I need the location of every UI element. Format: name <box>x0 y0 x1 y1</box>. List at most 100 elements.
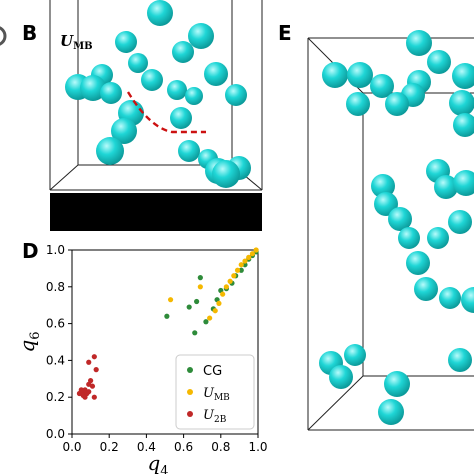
particle-sphere <box>225 84 247 106</box>
data-point-u2b <box>88 378 94 384</box>
particle-sphere <box>212 160 240 188</box>
particle-sphere <box>452 63 474 89</box>
particle-sphere <box>147 0 173 26</box>
particle-sphere <box>111 118 137 144</box>
particle-sphere <box>461 287 474 313</box>
y-tick-label: 1.0 <box>46 243 65 257</box>
particle-sphere <box>347 62 373 88</box>
data-point-cg <box>242 262 248 268</box>
dashed-interface-curve <box>126 91 206 134</box>
particle-sphere <box>434 175 458 199</box>
particle-sphere <box>115 31 137 53</box>
particle-sphere <box>388 207 412 231</box>
particle-sphere <box>141 69 163 91</box>
particle-sphere <box>378 399 404 425</box>
data-point-umb <box>249 251 256 257</box>
y-axis-label: q6 <box>15 331 43 352</box>
particle-sphere <box>374 192 398 216</box>
legend-label-u2b: U2B <box>203 408 227 425</box>
data-point-u2b <box>91 354 97 360</box>
panel-e-letter: E <box>278 21 292 45</box>
data-point-u2b <box>78 387 84 393</box>
data-point-umb <box>223 284 229 290</box>
data-point-u2b <box>86 389 92 395</box>
data-point-umb <box>197 284 203 290</box>
x-tick-label: 0.8 <box>211 440 230 454</box>
x-axis-label: q4 <box>147 451 168 474</box>
particle-sphere <box>453 170 474 196</box>
data-point-umb <box>227 278 233 284</box>
particle-sphere <box>204 62 228 86</box>
particle-sphere <box>453 113 474 137</box>
panel-d: D 0.0 0.2 0.4 0.6 0.8 1.0 0.0 0.2 0.4 0.6 0.8 1.0 q… <box>15 239 268 474</box>
redacted-black-bar <box>50 193 262 231</box>
data-point-u2b <box>82 394 88 400</box>
y-tick-label: 0.2 <box>46 390 65 404</box>
panel-d-letter: D <box>22 239 39 263</box>
data-point-umb <box>234 267 241 273</box>
particle-sphere <box>370 74 394 98</box>
particle-sphere <box>406 30 432 56</box>
particle-sphere <box>346 92 370 116</box>
data-point-umb <box>246 254 252 260</box>
y-tick-label: 0.4 <box>46 353 65 367</box>
panel-e-particles <box>319 30 474 425</box>
data-point-umb <box>216 300 222 306</box>
chart-ticks: 0.0 0.2 0.4 0.6 0.8 1.0 0.0 0.2 0.4 0.6 0.8 1.0 <box>46 243 268 454</box>
chart-points <box>76 247 259 400</box>
legend-label-umb: UMB <box>203 386 230 403</box>
data-point-cg <box>203 319 209 325</box>
x-tick-label: 0.4 <box>137 440 156 454</box>
data-point-u2b <box>89 383 96 389</box>
particle-sphere <box>448 348 472 372</box>
data-point-u2b <box>86 359 92 365</box>
legend-marker-umb <box>187 389 193 395</box>
data-point-umb <box>207 315 213 321</box>
data-point-umb <box>212 308 218 314</box>
particle-sphere <box>178 140 200 162</box>
legend-box <box>175 354 255 430</box>
particle-sphere <box>427 227 449 249</box>
data-point-umb <box>238 262 244 268</box>
panel-b-label: UMB <box>60 32 93 52</box>
particle-sphere <box>329 365 353 389</box>
particle-sphere <box>385 92 409 116</box>
y-tick-label: 0.8 <box>46 280 65 294</box>
legend-label-cg: CG <box>203 364 222 379</box>
chart-plot-frame <box>71 249 259 435</box>
particle-sphere <box>344 344 366 366</box>
particle-sphere <box>371 174 395 198</box>
data-point-umb <box>242 258 248 264</box>
chart-legend: CG UMB U2B <box>175 354 255 430</box>
data-point-u2b <box>91 394 97 400</box>
x-tick-label: 0.2 <box>100 440 119 454</box>
data-point-umb <box>167 297 174 303</box>
data-point-umb <box>220 291 226 297</box>
particle-sphere <box>167 80 187 100</box>
particle-sphere <box>322 62 348 88</box>
panel-e: E <box>278 21 474 431</box>
panel-b-letter: B <box>22 21 37 45</box>
panel-e-simulation-box <box>307 37 474 431</box>
particle-sphere <box>406 251 430 275</box>
particle-sphere <box>188 23 214 49</box>
particle-sphere <box>185 87 203 105</box>
legend-marker-cg <box>187 367 193 373</box>
data-point-umb <box>253 247 259 253</box>
y-tick-label: 0.6 <box>46 317 65 331</box>
particle-sphere <box>170 107 192 129</box>
particle-sphere <box>449 90 474 116</box>
particle-sphere <box>439 287 461 309</box>
x-tick-label: 0.6 <box>174 440 193 454</box>
data-point-cg <box>186 304 192 310</box>
data-point-cg <box>238 267 244 273</box>
panel-b-particles <box>65 0 251 188</box>
data-point-u2b <box>93 367 99 373</box>
data-point-umb <box>231 273 237 279</box>
panel-b-simulation-box <box>49 0 263 191</box>
particle-sphere <box>414 277 438 301</box>
previous-panel-fragment <box>0 26 7 46</box>
data-point-cg <box>194 298 200 305</box>
legend-marker-u2b <box>187 411 193 417</box>
particle-sphere <box>427 50 451 74</box>
